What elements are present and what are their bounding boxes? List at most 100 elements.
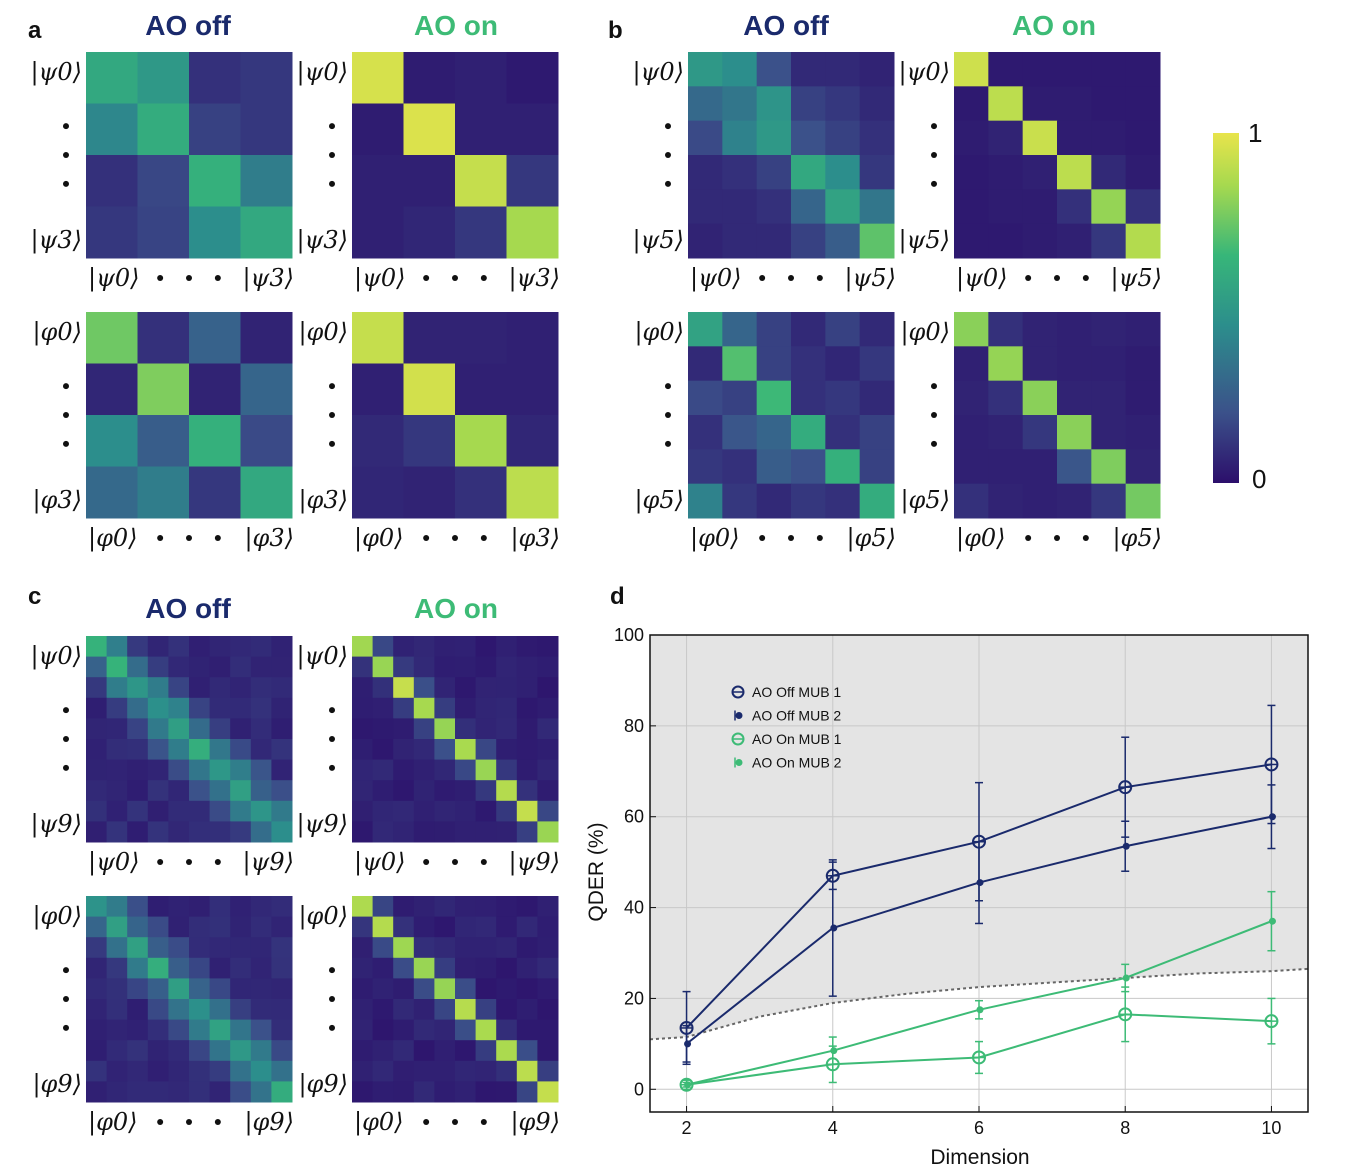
- heatmap-cell: [1022, 52, 1058, 87]
- heatmap-cell: [86, 312, 138, 364]
- heatmap-cell: [791, 189, 826, 225]
- heatmap-cell: [506, 466, 559, 519]
- heatmap-cell: [189, 937, 211, 959]
- row-label-first: |φ0⟩: [298, 902, 348, 931]
- heatmap-cell: [189, 415, 241, 467]
- heatmap-cell: [1022, 312, 1058, 347]
- row-label-first: |ψ0⟩: [296, 58, 348, 87]
- heatmap-cell: [475, 916, 497, 938]
- heatmap-cell: [271, 999, 293, 1021]
- heatmap-cell: [1057, 86, 1092, 122]
- heatmap-cell: [137, 52, 190, 104]
- heatmap-cell: [1022, 449, 1058, 485]
- heatmap-cell: [209, 896, 231, 918]
- row-label-last: |φ9⟩: [32, 1070, 82, 1099]
- col-label-last: |ψ9⟩: [508, 848, 560, 877]
- heatmap-cell: [106, 937, 128, 959]
- heatmap-cell: [189, 896, 211, 918]
- y-tick-label: 80: [624, 716, 644, 736]
- row-label-last: |ψ5⟩: [898, 226, 950, 255]
- heatmap-cell: [127, 937, 149, 959]
- heatmap-cell: [86, 896, 108, 918]
- heatmap-cell: [352, 415, 404, 467]
- heatmap-cell: [393, 999, 415, 1021]
- panel-label-b: b: [608, 17, 623, 44]
- heatmap-cell: [127, 718, 149, 740]
- heatmap-cell: [756, 483, 792, 519]
- heatmap-cell: [496, 1019, 518, 1041]
- heatmap-cell: [988, 223, 1024, 259]
- heatmap-cell: [372, 656, 394, 678]
- heatmap-cell: [137, 312, 190, 364]
- heatmap-cell: [271, 656, 293, 678]
- heatmap-cell: [859, 223, 895, 259]
- heatmap-cell: [127, 697, 149, 719]
- col-label-first: |ψ0⟩: [88, 264, 140, 293]
- heatmap-cell: [516, 677, 538, 699]
- heatmap-cell: [106, 821, 128, 843]
- heatmap-cell: [1057, 52, 1092, 87]
- heatmap-cell: [271, 780, 293, 802]
- heatmap-cell: [403, 312, 456, 364]
- heatmap-cell: [240, 466, 293, 519]
- row-label-first: |φ0⟩: [32, 902, 82, 931]
- heatmap-cell: [127, 780, 149, 802]
- row-label-last: |φ3⟩: [32, 486, 82, 515]
- heatmap-cell: [127, 1081, 149, 1103]
- heatmap-cell: [86, 206, 138, 259]
- heatmap-cell: [230, 697, 252, 719]
- heatmap-group: |ψ0⟩|ψ3⟩|ψ0⟩ |ψ3⟩|ψ0⟩|ψ3⟩|ψ0⟩ |ψ3⟩|φ0⟩|φ3⟩…: [30, 52, 1162, 1137]
- row-label-first: |ψ0⟩: [30, 58, 82, 87]
- heatmap-cell: [209, 636, 231, 658]
- heatmap-cell: [127, 739, 149, 761]
- heatmap-cell: [455, 1081, 477, 1103]
- heatmap-cell: [1022, 86, 1058, 122]
- heatmap-cell: [352, 103, 404, 156]
- heatmap-a-φ-off: |φ0⟩|φ3⟩|φ0⟩ |φ3⟩: [32, 312, 294, 553]
- heatmap-cell: [516, 718, 538, 740]
- heatmap-cell: [393, 780, 415, 802]
- heatmap-cell: [403, 52, 456, 104]
- row-label-last: |φ5⟩: [900, 486, 950, 515]
- heatmap-cell: [506, 52, 559, 104]
- heatmap-cell: [825, 189, 861, 225]
- heatmap-cell: [988, 449, 1024, 485]
- heatmap-cell: [106, 718, 128, 740]
- heatmap-cell: [127, 821, 149, 843]
- ellipsis-dot: [186, 535, 192, 541]
- heatmap-cell: [506, 103, 559, 156]
- col-label-first: |ψ0⟩: [88, 848, 140, 877]
- heatmap-cell: [127, 1040, 149, 1062]
- heatmap-cell: [372, 800, 394, 822]
- heatmap-cell: [455, 363, 507, 416]
- heatmap-cell: [825, 120, 861, 156]
- col-label-last: |ψ9⟩: [242, 848, 294, 877]
- heatmap-cell: [1125, 120, 1161, 156]
- col-label-first: |φ0⟩: [690, 524, 740, 553]
- heatmap-cell: [86, 466, 138, 519]
- heatmap-cell: [189, 800, 211, 822]
- heatmap-cell: [1125, 346, 1161, 382]
- heatmap-cell: [434, 1019, 456, 1041]
- heatmap-cell: [86, 103, 138, 156]
- heatmap-cell: [86, 656, 108, 678]
- heatmap-cell: [1091, 155, 1127, 190]
- heatmap-cell: [413, 759, 435, 781]
- heatmap-cell: [455, 821, 477, 843]
- ellipsis-dot: [63, 736, 69, 742]
- heatmap-cell: [352, 800, 374, 822]
- heatmap-cell: [250, 800, 272, 822]
- ellipsis-dot: [423, 275, 430, 281]
- heatmap-cell: [791, 415, 826, 450]
- heatmap-cell: [1125, 415, 1161, 450]
- panel-a-on-title: AO on: [414, 10, 498, 41]
- heatmap-cell: [537, 739, 559, 761]
- heatmap-cell: [496, 718, 518, 740]
- heatmap-cell: [271, 718, 293, 740]
- ellipsis-dot: [931, 383, 937, 390]
- col-label-last: |φ3⟩: [510, 524, 560, 553]
- heatmap-cell: [756, 52, 792, 87]
- colorbar: [1213, 133, 1239, 483]
- heatmap-cell: [537, 656, 559, 678]
- heatmap-cell: [537, 1019, 559, 1041]
